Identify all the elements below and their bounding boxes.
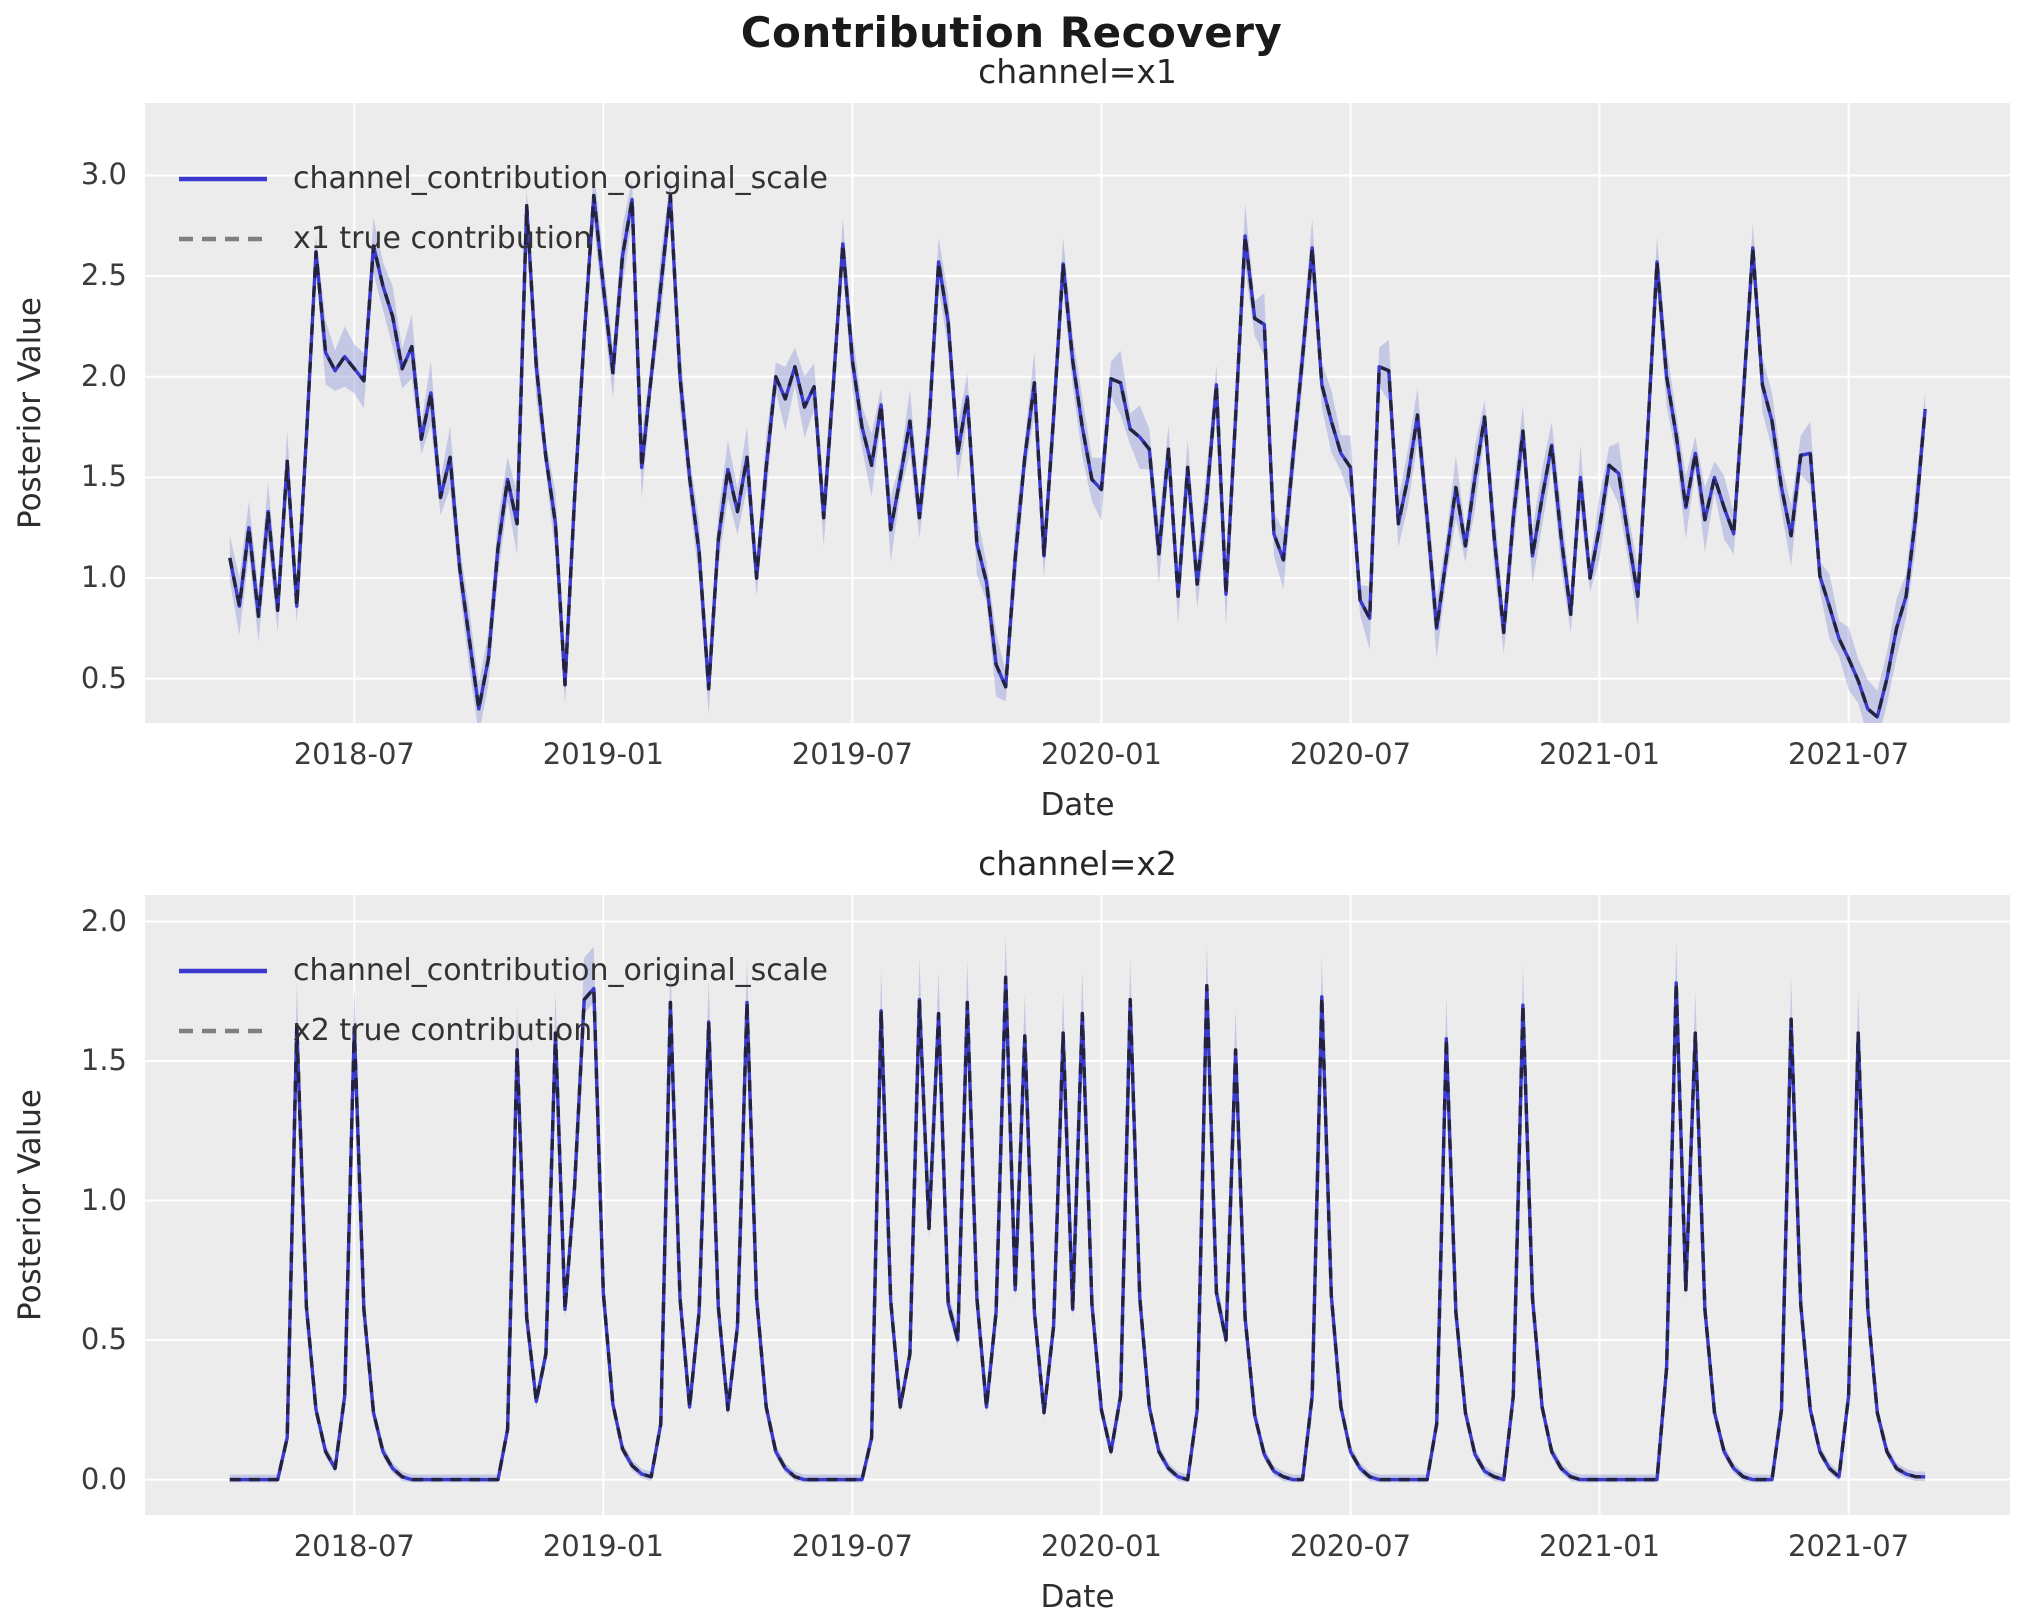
x-tick-label: 2021-07 xyxy=(1788,737,1910,771)
x-axis-label: Date xyxy=(1040,1579,1115,1615)
y-axis-label: Posterior Value xyxy=(12,1089,48,1321)
legend-dashed-line-swatch xyxy=(179,236,267,241)
legend-entry: channel_contribution_original_scale xyxy=(177,161,828,196)
legend-entry: x1 true contribution xyxy=(177,221,592,256)
x-tick-label: 2020-07 xyxy=(1289,737,1412,771)
legend-label: channel_contribution_original_scale xyxy=(293,161,828,196)
y-tick-label: 2.5 xyxy=(80,258,127,293)
figure-suptitle: Contribution Recovery xyxy=(740,8,1283,57)
y-tick-label: 2.0 xyxy=(80,903,127,938)
x-tick-label: 2019-01 xyxy=(542,1529,664,1563)
x-tick-label: 2019-07 xyxy=(791,1529,913,1563)
y-tick-label: 1.5 xyxy=(80,1043,127,1078)
subplot-title: channel=x2 xyxy=(978,844,1177,883)
legend-dashed-line-swatch xyxy=(179,1028,267,1033)
x-tick-label: 2021-01 xyxy=(1538,1529,1661,1563)
legend-solid-line-swatch xyxy=(179,968,267,973)
true-contribution-dashed-line xyxy=(228,193,1927,719)
legend-solid-line-swatch xyxy=(179,176,267,181)
legend-label: channel_contribution_original_scale xyxy=(293,953,828,988)
x-tick-label: 2019-01 xyxy=(542,737,664,771)
y-tick-label: 0.5 xyxy=(80,1322,127,1357)
y-tick-label: 1.0 xyxy=(80,1182,127,1217)
legend-entry: channel_contribution_original_scale xyxy=(177,953,828,988)
legend-label: x2 true contribution xyxy=(293,1013,593,1048)
y-tick-label: 3.0 xyxy=(80,157,127,192)
x-tick-label: 2021-07 xyxy=(1788,1529,1910,1563)
plot-area-channel=x1 xyxy=(145,103,2010,723)
x-tick-label: 2018-07 xyxy=(293,737,415,771)
y-tick-label: 2.0 xyxy=(80,358,127,393)
x-tick-label: 2021-01 xyxy=(1538,737,1661,771)
x-axis-label: Date xyxy=(1040,787,1115,823)
subplot-title: channel=x1 xyxy=(978,52,1177,91)
y-tick-label: 0.0 xyxy=(80,1461,127,1496)
x-tick-label: 2019-07 xyxy=(791,737,913,771)
y-tick-label: 1.0 xyxy=(80,560,127,595)
plot-background xyxy=(145,103,2010,723)
x-tick-label: 2020-07 xyxy=(1289,1529,1412,1563)
y-tick-label: 0.5 xyxy=(80,660,127,695)
plot-area-channel=x2 xyxy=(145,895,2010,1515)
x-tick-label: 2020-01 xyxy=(1040,737,1163,771)
y-tick-label: 1.5 xyxy=(80,459,127,494)
y-axis-label: Posterior Value xyxy=(12,297,48,529)
x-tick-label: 2020-01 xyxy=(1040,1529,1163,1563)
legend-label: x1 true contribution xyxy=(293,221,593,256)
x-tick-label: 2018-07 xyxy=(293,1529,415,1563)
legend-entry: x2 true contribution xyxy=(177,1013,592,1048)
true-contribution-dashed-line xyxy=(229,975,1926,1482)
